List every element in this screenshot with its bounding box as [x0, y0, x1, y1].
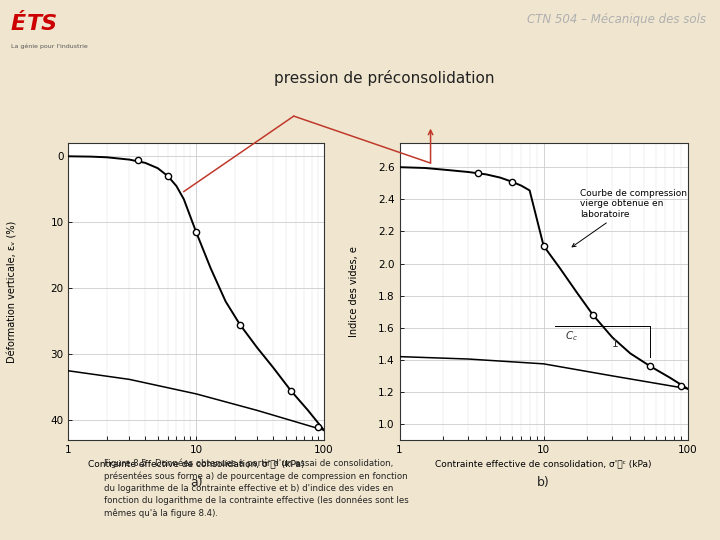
- X-axis label: Contrainte effective de consolidation, σ'ᴥᶜ (kPa): Contrainte effective de consolidation, σ…: [436, 459, 652, 468]
- Text: a): a): [190, 476, 202, 489]
- Text: Courbe de compression
vierge obtenue en
laboratoire: Courbe de compression vierge obtenue en …: [572, 189, 688, 247]
- Text: Figure 8.5   Données obtenues à partir d'un essai de consolidation,
présentées s: Figure 8.5 Données obtenues à partir d'u…: [104, 459, 409, 518]
- Text: pression de préconsolidation: pression de préconsolidation: [274, 70, 494, 86]
- Text: TS: TS: [27, 14, 58, 33]
- Text: É: É: [11, 14, 26, 33]
- X-axis label: Contrainte effective de consolidation, σ'ᴥᶜ (kPa): Contrainte effective de consolidation, σ…: [88, 459, 305, 468]
- Text: La génie pour l'industrie: La génie pour l'industrie: [11, 43, 88, 49]
- Text: CTN 504 – Mécanique des sols: CTN 504 – Mécanique des sols: [526, 14, 706, 26]
- Text: 1: 1: [612, 339, 619, 349]
- Y-axis label: Déformation verticale, εᵥ (%): Déformation verticale, εᵥ (%): [7, 220, 17, 363]
- Text: b): b): [537, 476, 550, 489]
- Y-axis label: Indice des vides, e: Indice des vides, e: [349, 246, 359, 337]
- Text: $C_c$: $C_c$: [564, 329, 577, 343]
